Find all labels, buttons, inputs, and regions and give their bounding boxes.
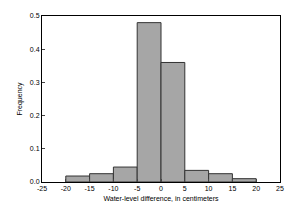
svg-text:10: 10 bbox=[205, 185, 213, 192]
svg-text:15: 15 bbox=[229, 185, 237, 192]
svg-text:-25: -25 bbox=[37, 185, 47, 192]
svg-text:0.4: 0.4 bbox=[30, 46, 40, 53]
svg-text:-20: -20 bbox=[61, 185, 71, 192]
svg-text:25: 25 bbox=[276, 185, 284, 192]
svg-text:0.5: 0.5 bbox=[30, 12, 40, 19]
svg-text:5: 5 bbox=[183, 185, 187, 192]
svg-text:-5: -5 bbox=[134, 185, 140, 192]
svg-text:-10: -10 bbox=[108, 185, 118, 192]
svg-text:0.3: 0.3 bbox=[30, 79, 40, 86]
svg-text:-15: -15 bbox=[85, 185, 95, 192]
svg-text:20: 20 bbox=[252, 185, 260, 192]
svg-text:Frequency: Frequency bbox=[16, 82, 24, 116]
svg-text:Water-level difference, in cen: Water-level difference, in centimeters bbox=[103, 195, 219, 202]
svg-text:0.2: 0.2 bbox=[30, 112, 40, 119]
svg-text:0.0: 0.0 bbox=[30, 178, 40, 185]
svg-text:0.1: 0.1 bbox=[30, 145, 40, 152]
svg-text:0: 0 bbox=[159, 185, 163, 192]
